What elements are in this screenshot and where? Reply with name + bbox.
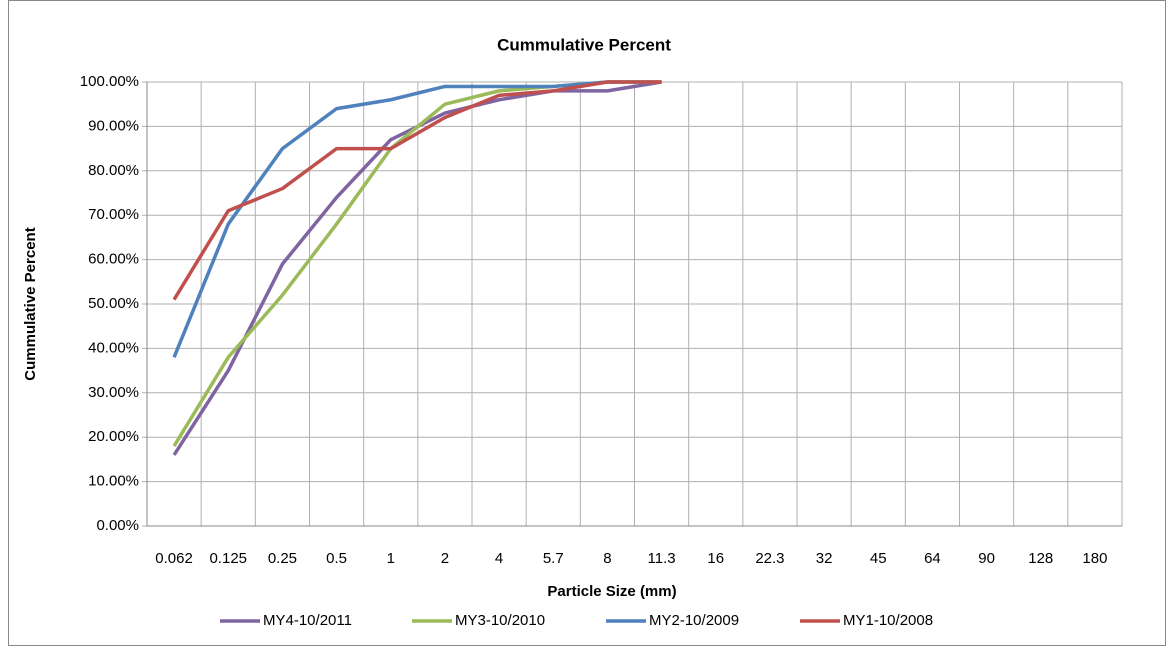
x-tick-label: 8	[603, 550, 611, 567]
legend-label: MY4-10/2011	[263, 612, 352, 629]
chart-border	[8, 0, 1166, 646]
x-tick-label: 4	[495, 550, 503, 567]
x-tick-label: 16	[707, 550, 724, 567]
y-tick-label: 50.00%	[88, 295, 139, 312]
series-line	[172, 80, 662, 301]
y-tick-label: 20.00%	[88, 428, 139, 445]
x-tick-label: 0.125	[209, 550, 247, 567]
y-tick-label: 90.00%	[88, 117, 139, 134]
y-tick-label: 30.00%	[88, 384, 139, 401]
chart-title: Cummulative Percent	[497, 35, 671, 54]
x-tick-label: 64	[924, 550, 941, 567]
x-tick-label: 11.3	[648, 550, 676, 567]
x-tick-label: 128	[1028, 550, 1053, 567]
x-axis-label: Particle Size (mm)	[547, 583, 676, 600]
y-axis-label: Cummulative Percent	[22, 227, 39, 380]
y-tick-label: 70.00%	[88, 206, 139, 223]
x-tick-label: 5.7	[543, 550, 564, 567]
series-line	[172, 80, 662, 358]
legend-label: MY3-10/2010	[455, 612, 545, 629]
x-tick-label: 32	[816, 550, 833, 567]
x-tick-label: 0.5	[326, 550, 347, 567]
y-tick-label: 0.00%	[96, 517, 139, 534]
y-tick-label: 40.00%	[88, 339, 139, 356]
x-tick-label: 1	[387, 550, 395, 567]
y-tick-label: 80.00%	[88, 162, 139, 179]
y-tick-label: 60.00%	[88, 251, 139, 268]
y-tick-label: 100.00%	[80, 73, 139, 90]
x-tick-label: 0.25	[268, 550, 297, 567]
x-tick-label: 90	[978, 550, 995, 567]
x-tick-label: 45	[870, 550, 887, 567]
x-tick-label: 180	[1082, 550, 1107, 567]
x-tick-label: 22.3	[755, 550, 784, 567]
y-tick-label: 10.00%	[88, 473, 139, 490]
legend-label: MY2-10/2009	[649, 612, 739, 629]
x-tick-label: 0.062	[155, 550, 193, 567]
legend-label: MY1-10/2008	[843, 612, 933, 629]
x-tick-label: 2	[441, 550, 449, 567]
